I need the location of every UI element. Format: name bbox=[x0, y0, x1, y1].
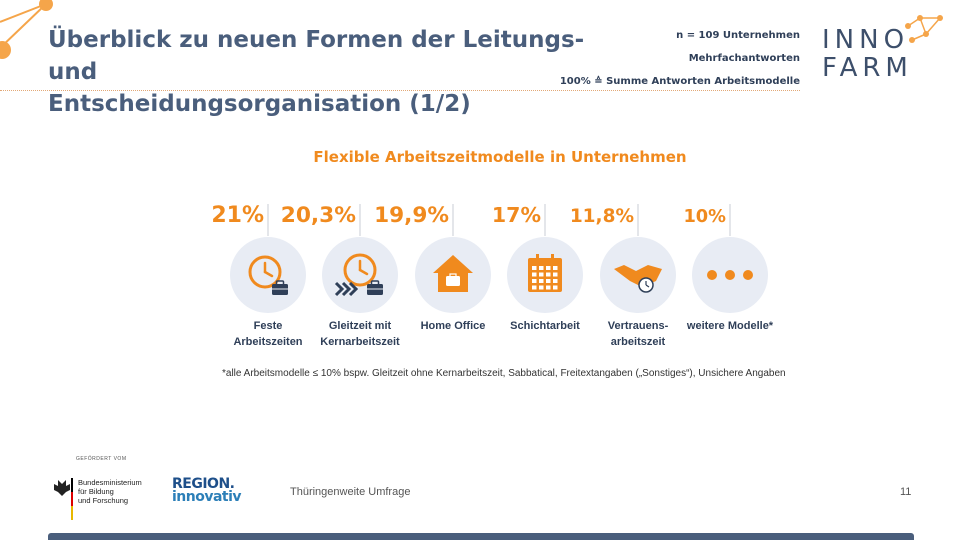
chart-title: Flexible Arbeitszeitmodelle in Unternehm… bbox=[313, 148, 687, 166]
category-label: Kernarbeitszeit bbox=[320, 336, 400, 348]
bmbf-line-3: und Forschung bbox=[78, 496, 129, 505]
base-definition: 100% ≙ Summe Antworten Arbeitsmodelle bbox=[559, 76, 800, 87]
value-label: 19,9% bbox=[374, 203, 449, 228]
value-label: 11,8% bbox=[570, 206, 634, 227]
value-label: 10% bbox=[683, 206, 726, 227]
logo-network-icon bbox=[905, 15, 943, 43]
category-label: Feste bbox=[254, 320, 283, 332]
region-logo-line-1: REGION. bbox=[172, 476, 235, 492]
bottom-bar bbox=[48, 533, 914, 540]
network-decoration-icon bbox=[0, 0, 53, 59]
clock-briefcase-icon bbox=[248, 255, 288, 295]
clock-arrows-briefcase-icon bbox=[334, 253, 383, 297]
value-label: 20,3% bbox=[281, 203, 357, 228]
category-label: Home Office bbox=[421, 320, 486, 332]
ellipsis-icon bbox=[707, 270, 753, 280]
innofarm-logo: INNO FARM bbox=[822, 14, 952, 84]
handshake-clock-icon bbox=[614, 265, 662, 293]
model-item: 17% Schichtarbeit bbox=[492, 203, 583, 332]
title-line-2: Entscheidungsorganisation (1/2) bbox=[48, 91, 471, 117]
footnote: *alle Arbeitsmodelle ≤ 10% bspw. Gleitze… bbox=[222, 368, 786, 379]
category-label: Arbeitszeiten bbox=[233, 336, 302, 348]
category-label: Schichtarbeit bbox=[510, 320, 580, 332]
logo-text-line-2: FARM bbox=[822, 53, 913, 83]
page-title: Überblick zu neuen Formen der Leitungs- … bbox=[48, 24, 628, 120]
category-label: arbeitszeit bbox=[611, 336, 666, 348]
answer-type: Mehrfachantworten bbox=[688, 53, 800, 64]
funded-by-label: GEFÖRDERT VOM bbox=[76, 456, 127, 462]
icon-circle bbox=[322, 237, 398, 313]
value-label: 21% bbox=[211, 203, 264, 228]
sample-size: n = 109 Unternehmen bbox=[676, 30, 800, 41]
sample-info: n = 109 Unternehmen Mehrfachantworten 10… bbox=[560, 24, 800, 93]
value-label: 17% bbox=[492, 203, 541, 227]
region-innovativ-logo: REGION. innovativ bbox=[172, 476, 242, 505]
logo-text-line-1: INNO bbox=[822, 25, 910, 55]
region-logo-line-2: innovativ bbox=[172, 489, 242, 505]
model-item: 19,9% Home Office bbox=[374, 203, 491, 332]
category-label: Gleitzeit mit bbox=[329, 320, 392, 332]
model-item: 20,3% Gleitzeit mit Kernarbeitszeit bbox=[281, 203, 400, 348]
survey-label: Thüringenweite Umfrage bbox=[290, 486, 411, 498]
bmbf-line-2: für Bildung bbox=[78, 487, 114, 496]
federal-eagle-icon bbox=[54, 478, 73, 520]
calendar-icon bbox=[528, 254, 562, 292]
bmbf-line-1: Bundesministerium bbox=[78, 478, 142, 487]
page-number: 11 bbox=[900, 486, 912, 498]
model-item: 21% Feste Arbeitszeiten bbox=[211, 203, 306, 348]
house-icon bbox=[433, 255, 473, 292]
model-item: 11,8% Vertrauens-arbeitszeit bbox=[570, 204, 676, 348]
category-label: Vertrauens- bbox=[608, 320, 669, 332]
title-line-1: Überblick zu neuen Formen der Leitungs- … bbox=[48, 27, 585, 85]
title-divider bbox=[0, 90, 800, 91]
model-item: 10% weitere Modelle* bbox=[683, 204, 774, 332]
category-label: weitere Modelle* bbox=[686, 320, 774, 332]
bmbf-name: Bundesministerium für Bildung und Forsch… bbox=[78, 478, 142, 505]
